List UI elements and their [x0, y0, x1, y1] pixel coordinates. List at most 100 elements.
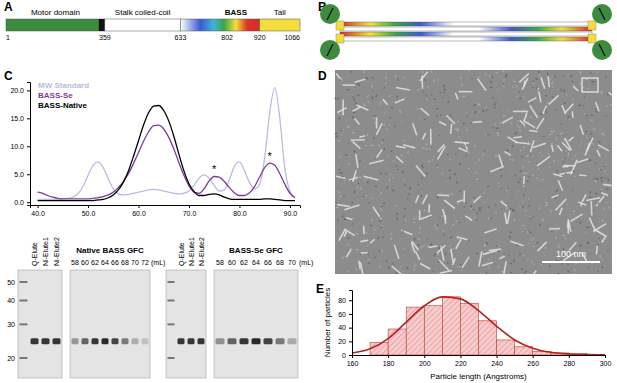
texture — [358, 183, 359, 185]
texture — [339, 169, 340, 171]
texture — [495, 212, 497, 213]
texture — [553, 160, 555, 162]
texture — [423, 133, 426, 139]
texture — [580, 72, 582, 74]
texture — [369, 202, 370, 204]
tick-mark — [27, 202, 30, 203]
texture — [533, 143, 546, 147]
texture — [523, 81, 525, 87]
texture — [547, 153, 549, 154]
boundary-label: 633 — [175, 34, 187, 41]
texture — [580, 125, 583, 135]
texture — [449, 169, 451, 171]
texture — [519, 206, 520, 208]
texture — [560, 172, 573, 174]
texture — [359, 136, 365, 137]
tick: 0 — [342, 352, 352, 359]
gel-band — [252, 338, 261, 344]
texture — [441, 173, 442, 174]
texture — [565, 158, 566, 159]
texture — [340, 79, 342, 81]
gel-band — [288, 338, 297, 344]
texture — [533, 263, 535, 265]
texture — [391, 107, 394, 109]
texture — [448, 251, 450, 253]
fraction-label: 68 — [121, 259, 129, 266]
tick-label: 50.0 — [82, 210, 96, 217]
texture — [479, 251, 482, 266]
texture — [466, 116, 468, 117]
texture — [437, 224, 438, 226]
texture — [550, 78, 551, 79]
texture — [356, 176, 358, 178]
texture — [473, 196, 480, 203]
texture — [460, 264, 462, 266]
texture — [536, 241, 538, 243]
texture — [608, 179, 609, 181]
texture — [351, 71, 352, 73]
texture — [556, 230, 558, 231]
texture — [415, 218, 417, 219]
texture — [373, 115, 375, 117]
texture — [406, 267, 408, 269]
texture — [388, 156, 389, 157]
texture — [606, 105, 607, 107]
texture — [369, 160, 383, 163]
texture — [400, 266, 402, 268]
domain-region — [105, 19, 181, 31]
texture — [590, 201, 592, 215]
tick-label: 70.0 — [183, 210, 197, 217]
lane-label: Q-Elute — [178, 242, 186, 266]
texture — [556, 190, 558, 192]
texture — [508, 137, 518, 143]
texture — [356, 268, 358, 270]
texture — [573, 211, 575, 213]
texture — [384, 124, 385, 126]
x-axis-title: Particle length (Angstroms) — [430, 372, 527, 381]
texture — [378, 145, 379, 147]
texture — [597, 242, 599, 243]
texture — [586, 115, 588, 117]
texture — [392, 266, 402, 274]
texture — [608, 207, 610, 209]
texture — [493, 97, 494, 99]
boundary-label: 920 — [254, 34, 266, 41]
tick: 70.0 — [183, 205, 197, 217]
boundary-label: 359 — [99, 34, 111, 41]
texture — [556, 137, 557, 140]
texture — [527, 141, 529, 144]
gel-band — [142, 338, 149, 344]
texture — [386, 260, 387, 262]
texture — [371, 145, 374, 146]
texture — [426, 98, 427, 100]
texture — [456, 266, 458, 268]
texture — [457, 121, 459, 123]
texture — [470, 205, 472, 207]
texture — [512, 87, 514, 88]
texture — [352, 223, 353, 225]
texture — [593, 210, 595, 212]
texture — [413, 221, 415, 223]
texture — [540, 113, 543, 114]
texture — [336, 176, 345, 178]
texture — [499, 169, 501, 170]
gel-band — [82, 338, 89, 344]
axis-line — [349, 291, 353, 356]
marker-band — [168, 323, 175, 325]
texture — [495, 123, 497, 125]
texture — [506, 189, 508, 192]
texture — [569, 137, 574, 141]
fraction-label: 68 — [276, 259, 284, 266]
texture — [386, 186, 388, 189]
texture — [479, 103, 480, 105]
tick-mark — [569, 355, 570, 358]
texture — [367, 95, 368, 97]
texture — [442, 97, 443, 98]
texture — [495, 204, 496, 205]
texture — [539, 224, 540, 226]
texture — [437, 196, 439, 198]
texture — [523, 97, 525, 98]
texture — [545, 247, 547, 249]
texture — [347, 127, 350, 128]
texture — [341, 134, 342, 136]
